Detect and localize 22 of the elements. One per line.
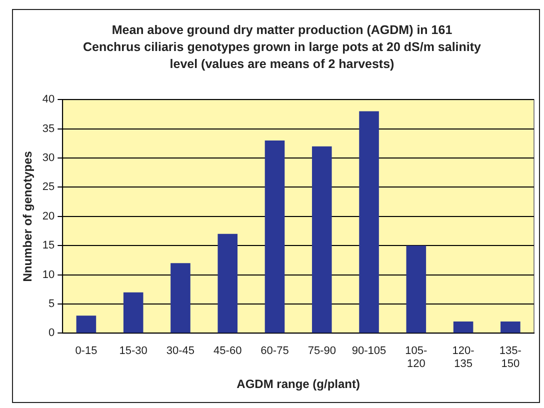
x-axis-title: AGDM range (g/plant): [236, 377, 360, 392]
x-tick-label: 105-120: [405, 344, 428, 370]
chart-title: Mean above ground dry matter production (AGDM) in 161 Cenchrus ciliaris genotypes grown in large pots at 20 dS/m salinity level (values are means of 2 harvests): [82, 22, 482, 73]
y-tick-label: 15: [42, 240, 55, 252]
y-tick-label: 20: [42, 210, 55, 222]
y-tick-label: 30: [42, 152, 55, 164]
x-tick-label: 120-135: [452, 344, 475, 370]
x-tick-label: 30-45: [166, 344, 195, 357]
x-tick-label: 45-60: [214, 344, 242, 357]
x-tick-label: 90-105: [352, 344, 386, 357]
x-tick-label: 0-15: [75, 344, 98, 357]
y-axis-title: Nnumber of genotypes: [20, 150, 35, 282]
y-tick-label: 35: [42, 122, 55, 135]
y-tick-label: 10: [42, 268, 55, 281]
x-tick-label: 60-75: [260, 344, 289, 357]
y-tick-label: 0: [48, 327, 55, 340]
x-tick-label: 135-150: [499, 344, 522, 370]
x-tick-label: 75-90: [308, 344, 336, 357]
x-tick-label: 15-30: [119, 344, 148, 357]
y-tick-label: 25: [42, 181, 55, 194]
y-tick-label: 5: [48, 298, 55, 310]
y-tick-label: 40: [42, 94, 55, 106]
